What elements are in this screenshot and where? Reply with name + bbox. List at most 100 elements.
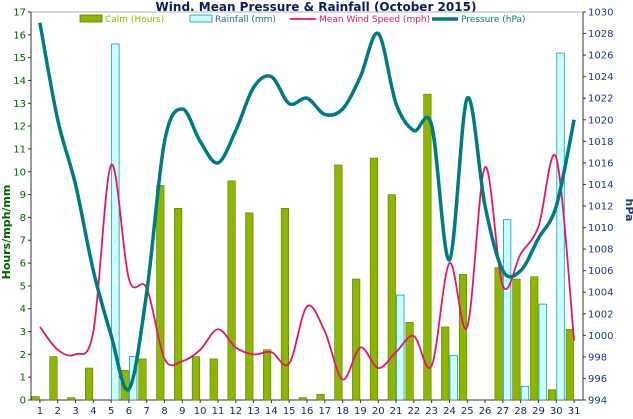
bar-calm-hours [441, 326, 450, 401]
bar-calm-hours [458, 274, 468, 401]
x-tick-label: 28 [514, 406, 527, 417]
bar-calm-hours [547, 389, 557, 401]
y-tick-label-left: 8 [20, 213, 26, 224]
y-tick-label-left: 14 [13, 76, 26, 87]
x-tick-label: 7 [144, 406, 150, 417]
x-tick-label: 27 [497, 406, 510, 417]
x-tick-label: 13 [247, 406, 260, 417]
y-tick-label-left: 2 [20, 350, 26, 361]
y-tick-label-right: 1006 [588, 266, 613, 277]
x-tick-label: 12 [229, 406, 242, 417]
bar-calm-hours [565, 328, 574, 401]
x-tick-label: 21 [390, 406, 403, 417]
y-tick-label-left: 9 [20, 190, 26, 201]
bar-rainfall [449, 355, 458, 401]
y-tick-label-left: 1 [20, 373, 26, 384]
x-tick-label: 23 [425, 406, 438, 417]
bar-calm-hours [405, 322, 414, 401]
y-tick-label-right: 998 [588, 352, 607, 363]
y-tick-label-left: 11 [13, 144, 26, 155]
bar-calm-hours [512, 278, 521, 401]
bar-rainfall [556, 52, 565, 401]
x-tick-label: 30 [550, 406, 563, 417]
y-tick-label-left: 15 [13, 53, 26, 64]
x-tick-label: 16 [301, 406, 314, 417]
bar-calm-hours [494, 267, 503, 401]
y-tick-label-right: 1000 [588, 331, 613, 342]
y-tick-label-right: 1018 [588, 137, 613, 148]
y-axis-label-left: Hours/mph/mm [0, 185, 13, 280]
y-tick-label-right: 1004 [588, 288, 613, 299]
y-tick-label-left: 3 [20, 327, 26, 338]
legend-item-pressure: Pressure (hPa) [432, 15, 526, 25]
y-tick-label-right: 1022 [588, 94, 613, 105]
y-tick-label-left: 10 [13, 167, 26, 178]
legend-item-mean-wind-speed: Mean Wind Speed (mph) [290, 15, 430, 25]
legend-swatch [189, 14, 213, 23]
x-tick-label: 31 [568, 406, 581, 417]
y-tick-label-right: 1014 [588, 180, 613, 191]
y-tick-label-left: 0 [20, 396, 26, 407]
bar-calm-hours [67, 397, 76, 401]
legend: Calm (Hours) Rainfall (mm) Mean Wind Speed… [79, 14, 526, 25]
y-tick-label-left: 17 [13, 8, 26, 19]
bar-calm-hours [530, 276, 539, 401]
bar-calm-hours [209, 358, 218, 401]
bar-rainfall [111, 43, 120, 401]
y-tick-label-left: 12 [13, 122, 26, 133]
y-tick-label-right: 996 [588, 374, 607, 385]
x-tick-label: 6 [126, 406, 132, 417]
bar-calm-hours [280, 207, 289, 401]
bar-calm-hours [263, 349, 272, 401]
bar-calm-hours [138, 358, 147, 401]
bar-calm-hours [174, 207, 183, 401]
y-tick-label-right: 994 [588, 396, 607, 407]
y-tick-label-left: 6 [20, 259, 26, 270]
y-tick-label-right: 1016 [588, 158, 613, 169]
legend-label: Mean Wind Speed (mph) [319, 15, 430, 25]
y-tick-label-right: 1012 [588, 202, 613, 213]
bar-rainfall [502, 219, 512, 401]
x-tick-label: 14 [265, 406, 278, 417]
bar-rainfall [538, 303, 547, 401]
plot-area: 0123456789101112131415161799499699810001… [13, 8, 613, 418]
line-pressure [38, 22, 576, 392]
x-tick-label: 15 [283, 406, 296, 417]
x-tick-label: 3 [72, 406, 78, 417]
bar-calm-hours [245, 212, 254, 401]
x-tick-label: 26 [479, 406, 492, 417]
x-tick-label: 11 [212, 406, 225, 417]
line-mean-wind-speed [39, 154, 575, 381]
y-axis-label-right: hPa [623, 198, 633, 221]
y-tick-label-left: 13 [13, 99, 26, 110]
x-tick-label: 18 [336, 406, 349, 417]
bar-calm-hours [316, 393, 325, 401]
bar-calm-hours [31, 396, 40, 401]
bar-calm-hours [387, 194, 396, 401]
x-tick-label: 25 [461, 406, 474, 417]
bar-calm-hours [298, 397, 307, 401]
bar-calm-hours [49, 356, 58, 401]
bar-calm-hours [369, 157, 379, 401]
bar-calm-hours [156, 185, 165, 401]
chart-title: Wind. Mean Pressure & Rainfall (October … [156, 0, 477, 14]
x-tick-label: 5 [108, 406, 114, 417]
y-tick-label-right: 1026 [588, 51, 613, 62]
y-tick-label-left: 4 [20, 304, 26, 315]
y-tick-label-right: 1002 [588, 309, 613, 320]
y-tick-label-left: 5 [20, 281, 26, 292]
bar-calm-hours [191, 356, 200, 401]
x-tick-label: 9 [179, 406, 185, 417]
y-tick-label-left: 7 [20, 236, 26, 247]
bar-calm-hours [352, 278, 361, 401]
bar-calm-hours [85, 367, 94, 401]
legend-item-calm-hours: Calm (Hours) [79, 14, 164, 25]
legend-label: Calm (Hours) [105, 15, 164, 25]
x-tick-label: 24 [443, 406, 456, 417]
legend-swatch [79, 14, 103, 23]
legend-label: Rainfall (mm) [215, 15, 276, 25]
x-tick-label: 19 [354, 406, 367, 417]
x-tick-label: 10 [194, 406, 207, 417]
y-tick-label-right: 1008 [588, 245, 613, 256]
bar-calm-hours [334, 164, 343, 401]
